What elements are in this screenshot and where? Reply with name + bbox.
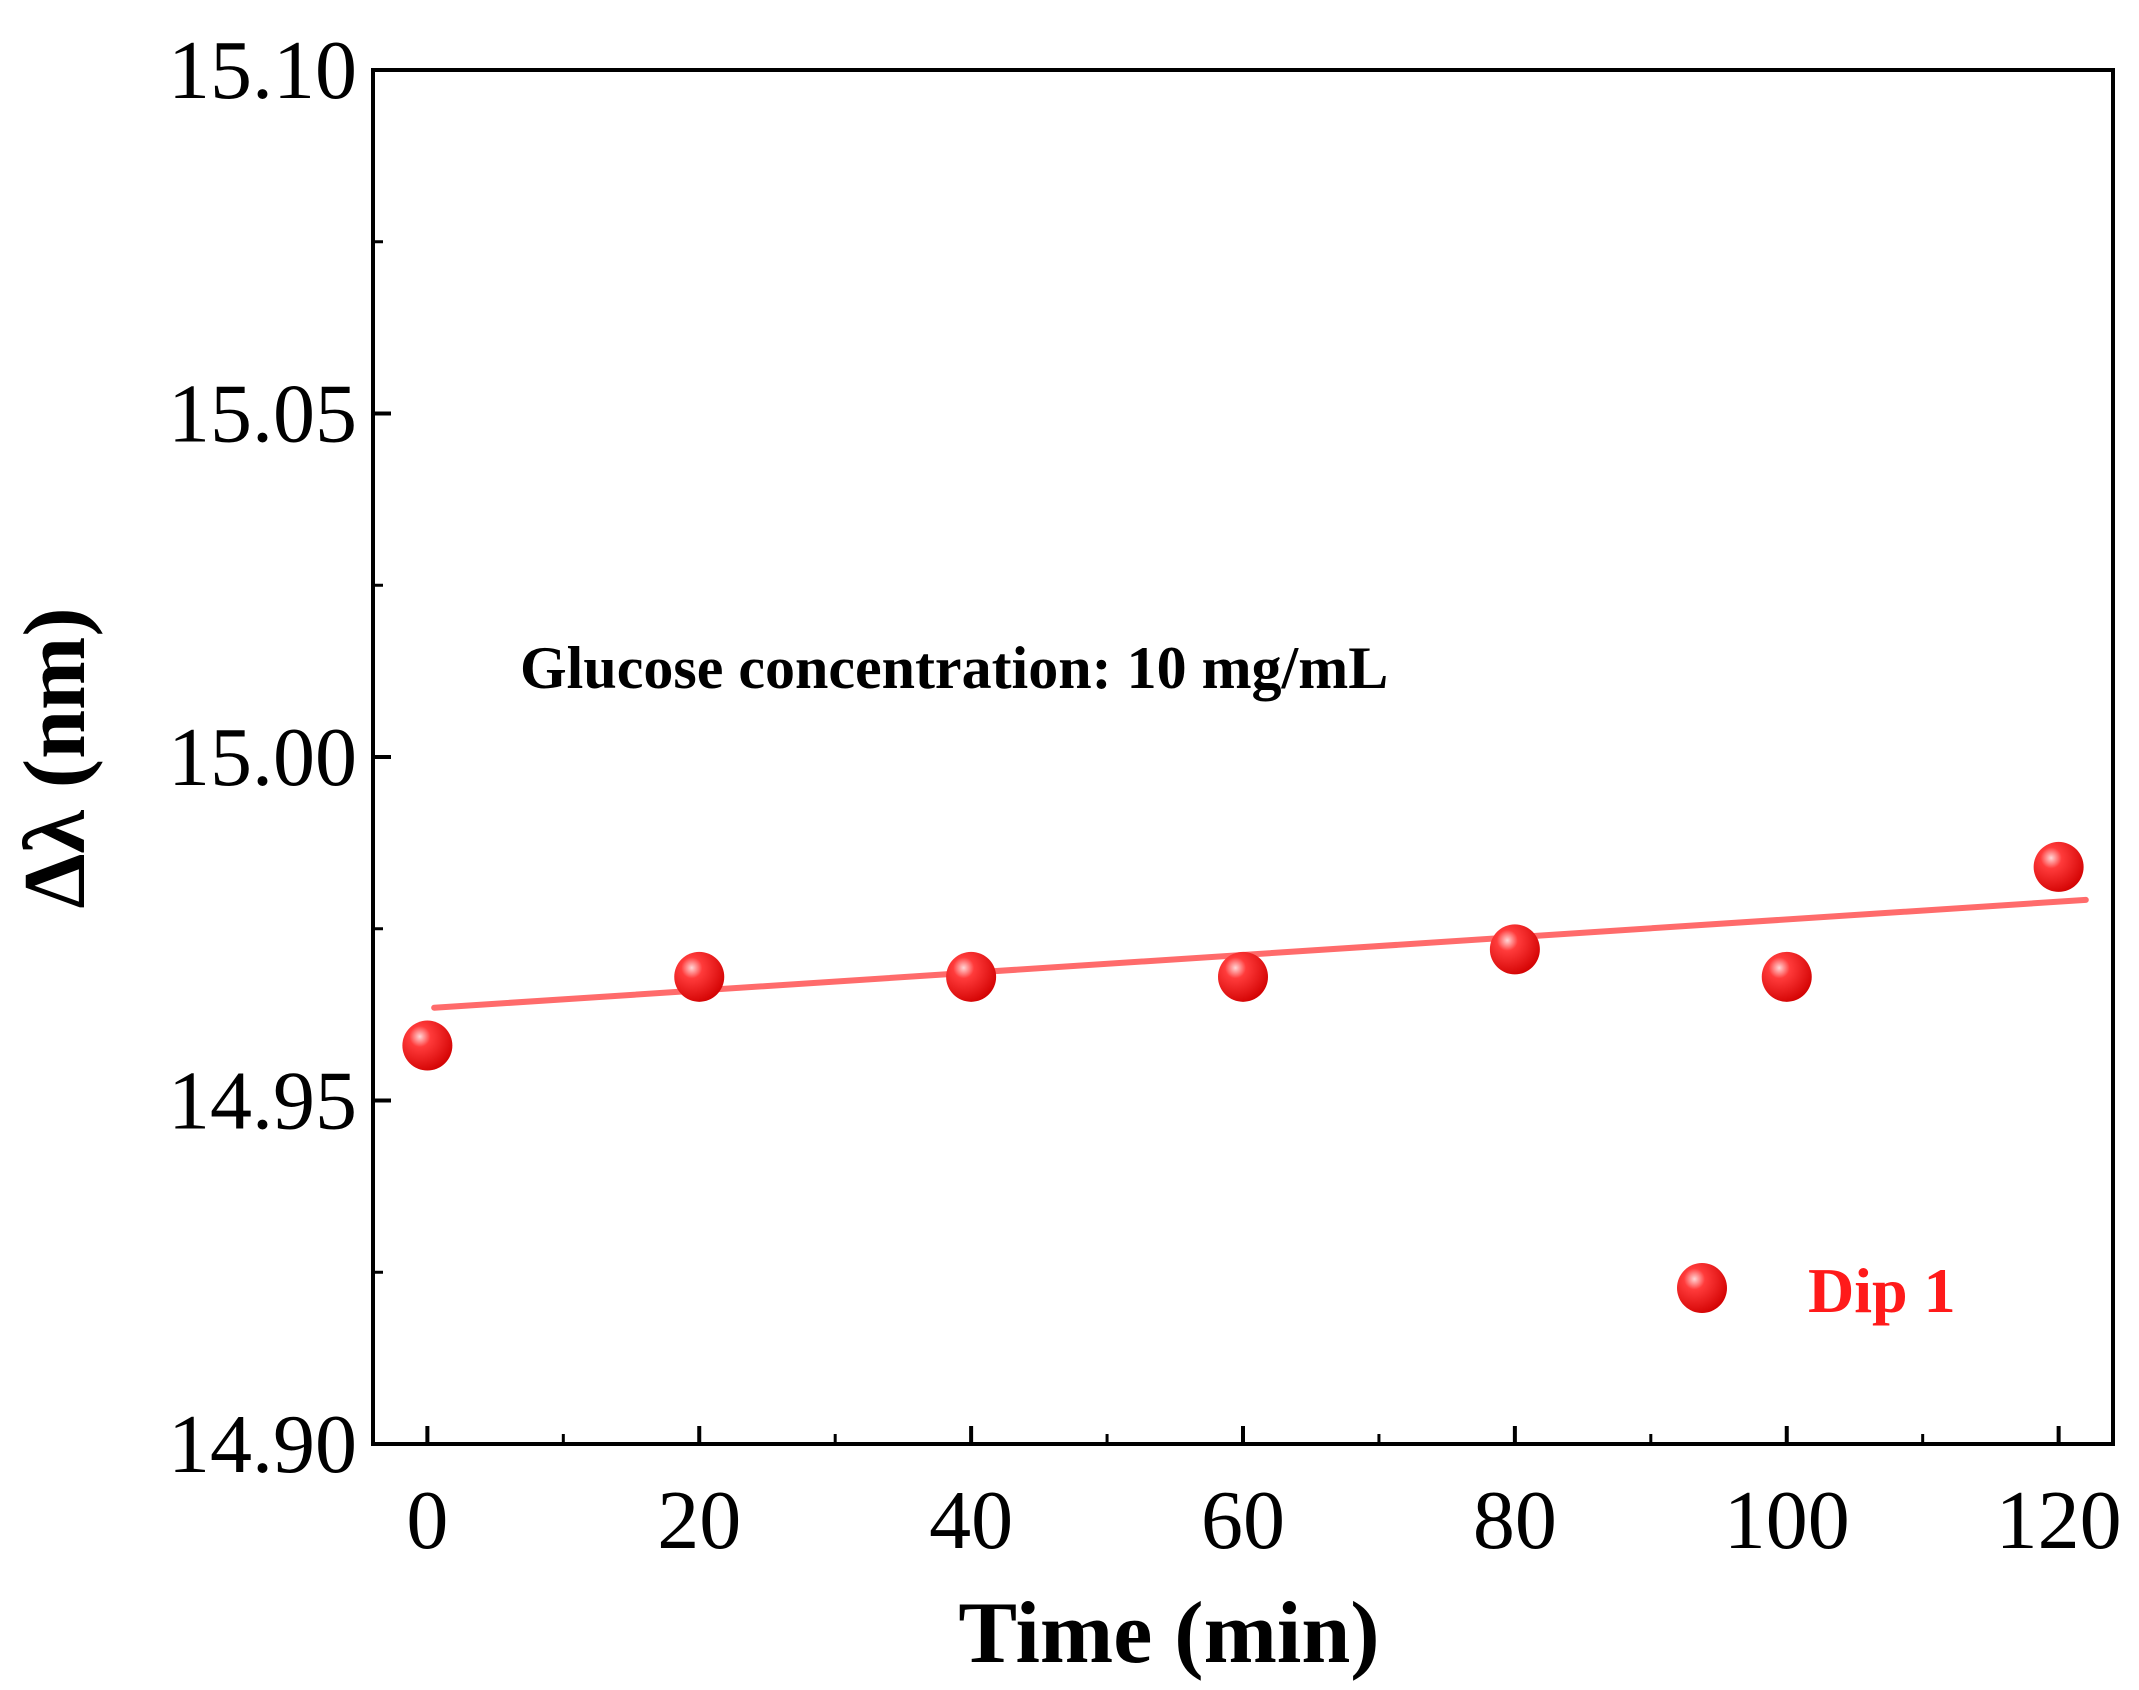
x-tick-label: 20 [657,1474,741,1567]
legend-marker [1677,1263,1727,1313]
annotation-text: Glucose concentration: 10 mg/mL [520,635,1388,701]
y-tick-label: 15.00 [168,711,357,804]
y-tick-label: 15.05 [168,368,357,461]
legend: Dip 1 [1677,1255,1956,1326]
y-tick-label: 14.90 [168,1398,357,1491]
data-point [1218,951,1268,1002]
data-point [1489,924,1540,975]
y-axis-ticks [373,68,391,1446]
x-axis-tick-labels: 0 20 40 60 80 100 120 [406,1474,2121,1567]
y-axis-tick-labels: 14.90 14.95 15.00 15.05 15.10 [168,24,357,1491]
x-tick-label: 120 [1996,1474,2122,1567]
data-point [2033,841,2084,892]
y-tick-label: 15.10 [168,24,357,117]
data-point [1761,951,1812,1002]
legend-label: Dip 1 [1808,1255,1956,1326]
data-point [402,1020,453,1071]
x-tick-label: 60 [1201,1474,1285,1567]
x-axis-title: Time (min) [958,1585,1379,1682]
x-tick-label: 100 [1724,1474,1850,1567]
plot-frame [371,68,2115,1446]
x-axis-ticks [425,1426,2061,1444]
y-tick-label: 14.95 [168,1055,357,1148]
data-points [402,841,2084,1071]
x-tick-label: 40 [929,1474,1013,1567]
data-point [674,951,725,1002]
data-point [946,951,997,1002]
x-tick-label: 0 [406,1474,448,1567]
y-axis-title: Δλ (nm) [7,607,104,908]
x-tick-label: 80 [1473,1474,1557,1567]
